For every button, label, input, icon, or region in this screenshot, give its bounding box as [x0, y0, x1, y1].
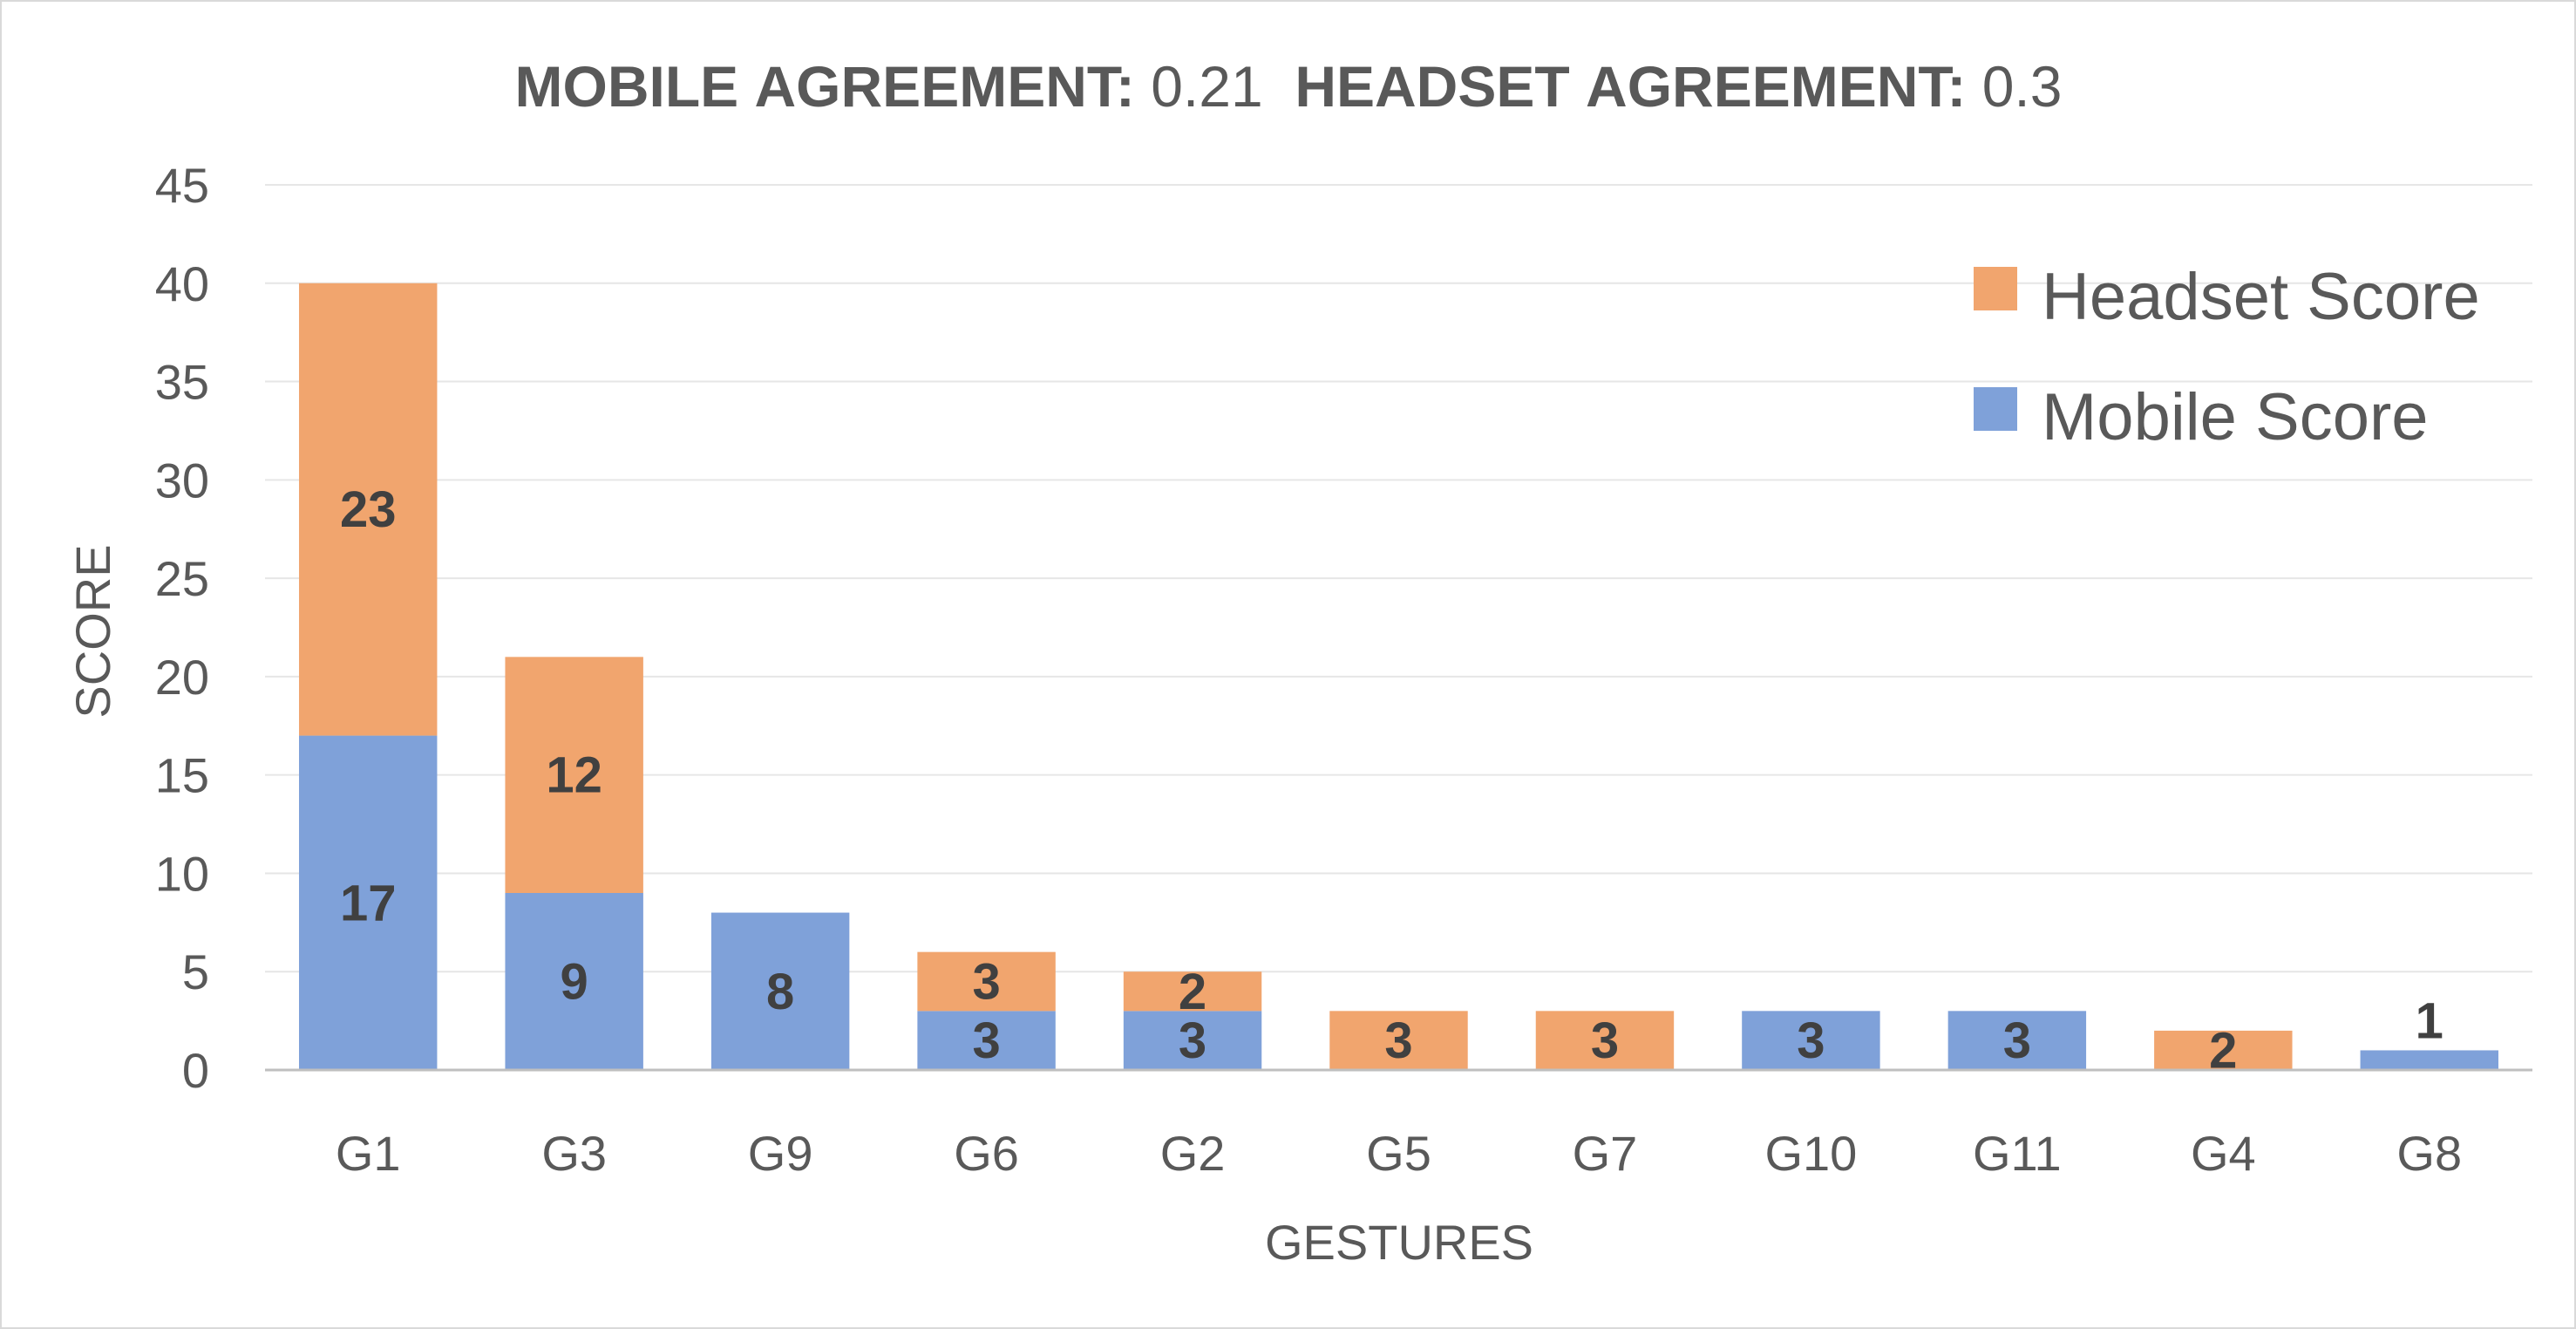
bar-headset-score-g2: [1123, 971, 1262, 1012]
bar-mobile-score-g9: [710, 912, 850, 1070]
x-tick-label: G5: [1366, 1126, 1431, 1181]
data-label: 17: [340, 875, 397, 931]
x-tick-label: G4: [2191, 1126, 2256, 1181]
y-tick-label: 45: [155, 158, 209, 213]
bars: [299, 283, 2498, 1070]
chart-title-part-2: HEADSET AGREEMENT:: [1295, 54, 1966, 119]
x-tick-label: G11: [1973, 1126, 2062, 1181]
bar-headset-score-g3: [505, 657, 643, 893]
x-tick-label: G3: [541, 1126, 607, 1181]
bar-mobile-score-g6: [917, 1011, 1056, 1070]
bar-mobile-score-g1: [299, 735, 438, 1070]
y-tick-label: 30: [155, 453, 209, 508]
data-label: 3: [1384, 1012, 1412, 1069]
data-label: 3: [972, 954, 1000, 1011]
y-axis-title: SCORE: [65, 544, 120, 718]
data-label: 3: [972, 1012, 1000, 1069]
bar-headset-score-g5: [1329, 1011, 1468, 1070]
data-label: 3: [2003, 1012, 2031, 1069]
data-label: 12: [546, 747, 602, 804]
bar-mobile-score-g11: [1947, 1011, 2087, 1070]
legend: Headset Score Mobile Score: [1974, 260, 2480, 454]
data-label: 9: [561, 954, 588, 1011]
legend-label: Headset Score: [2042, 260, 2480, 334]
bar-mobile-score-g10: [1742, 1011, 1880, 1070]
chart-title-part-1: 0.21: [1135, 54, 1295, 119]
x-tick-label: G2: [1160, 1126, 1226, 1181]
y-tick-label: 5: [182, 944, 209, 999]
x-tick-label: G9: [748, 1126, 813, 1181]
chart-title-part-3: 0.3: [1966, 54, 2062, 119]
data-label: 2: [1179, 964, 1206, 1020]
y-tick-label: 15: [155, 748, 209, 803]
bar-mobile-score-g3: [505, 893, 643, 1070]
bar-headset-score-g4: [2154, 1030, 2293, 1070]
bar-headset-score-g7: [1535, 1011, 1675, 1070]
bar-headset-score-g1: [299, 283, 438, 736]
chart-title-part-0: MOBILE AGREEMENT:: [515, 54, 1135, 119]
x-tick-label: G1: [336, 1126, 401, 1181]
data-label: 23: [340, 481, 397, 538]
y-tick-label: 25: [155, 551, 209, 606]
y-tick-label: 35: [155, 355, 209, 410]
data-label: 8: [766, 964, 794, 1020]
x-tick-label: G6: [954, 1126, 1019, 1181]
bar-mobile-score-g8: [2360, 1050, 2498, 1070]
y-tick-label: 0: [182, 1043, 209, 1098]
y-tick-label: 40: [155, 256, 209, 311]
y-tick-label: 20: [155, 650, 209, 705]
data-label: 3: [1591, 1012, 1619, 1069]
bar-mobile-score-g2: [1123, 1011, 1262, 1070]
data-label: 3: [1179, 1012, 1206, 1069]
x-tick-label: G7: [1573, 1126, 1638, 1181]
y-tick-label: 10: [155, 846, 209, 901]
bar-headset-score-g6: [917, 951, 1056, 1012]
data-label: 3: [1797, 1012, 1825, 1069]
legend-swatch: [1974, 267, 2017, 310]
legend-swatch: [1974, 387, 2017, 431]
data-label: 1: [2416, 992, 2443, 1049]
x-tick-label: G8: [2396, 1126, 2462, 1181]
legend-label: Mobile Score: [2042, 380, 2429, 454]
x-tick-label: G10: [1764, 1126, 1857, 1181]
chart-title: MOBILE AGREEMENT: 0.21 HEADSET AGREEMENT…: [515, 54, 2063, 119]
x-axis-title: GESTURES: [1265, 1215, 1533, 1270]
axes: 0 5 10 15 20 25 30 35 40 45 G1 G3 G9 G6 G2 G5 G7 G10 G11 G4…: [155, 158, 2532, 1181]
